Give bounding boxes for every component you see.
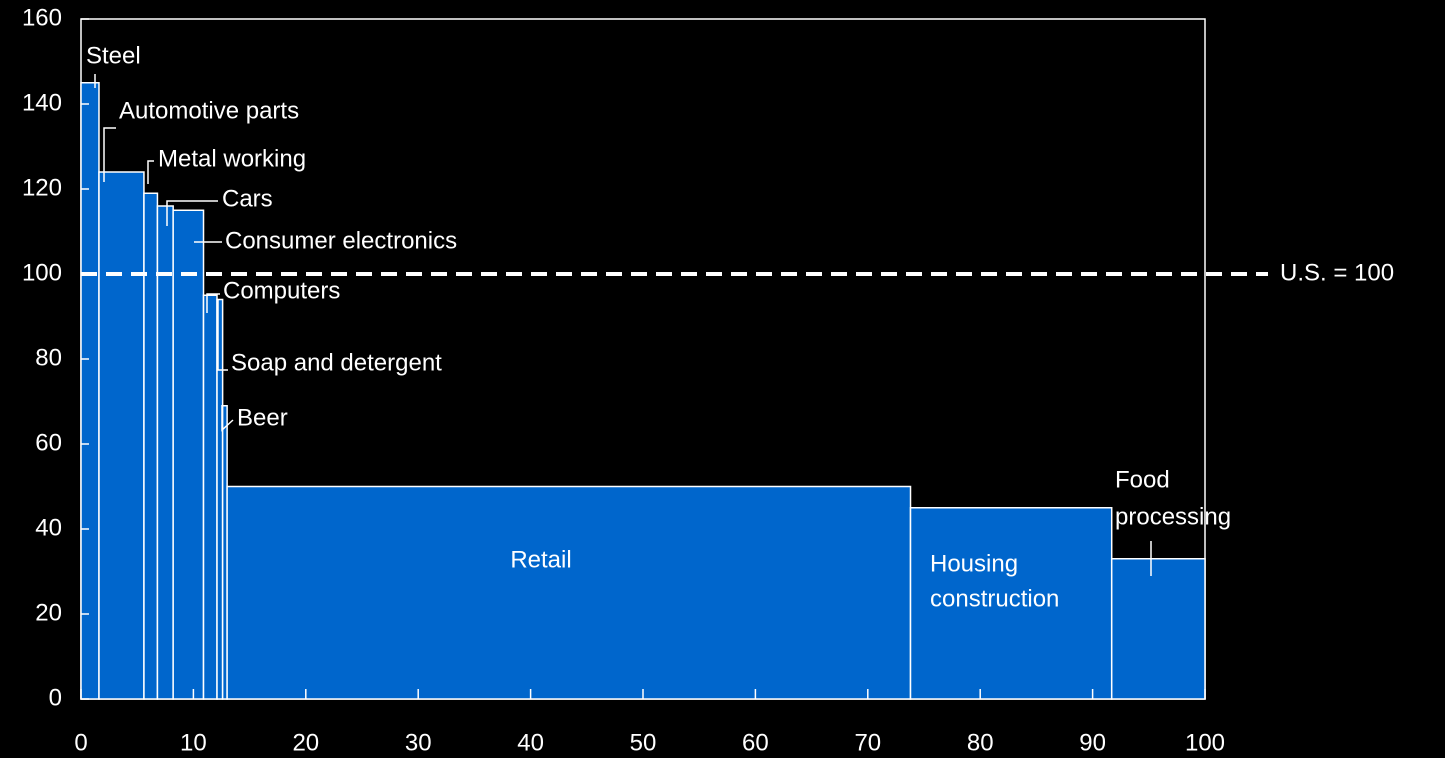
bar-automotive-parts [98, 171, 145, 700]
bar-retail [226, 485, 912, 700]
bar-cars [156, 205, 174, 700]
bar-metal-working [143, 192, 159, 700]
y-tick-label-0: 0 [49, 684, 62, 711]
y-tick-label-100: 100 [22, 259, 62, 286]
label-consumer-electronics: Consumer electronics [225, 227, 457, 254]
leader-cars [166, 200, 218, 226]
x-tick-label-20: 20 [292, 729, 319, 756]
x-tick-label-90: 90 [1079, 729, 1106, 756]
leader-computers [206, 293, 220, 313]
bar-steel [80, 82, 100, 700]
x-tick-label-50: 50 [630, 729, 657, 756]
label-computers: Computers [223, 277, 340, 304]
label-food-processing-line2: processing [1115, 503, 1231, 530]
bar-computers [202, 294, 218, 700]
leader-automotive-parts [103, 127, 116, 182]
label-cars: Cars [222, 185, 273, 212]
x-tick-label-40: 40 [517, 729, 544, 756]
y-tick-label-160: 160 [22, 4, 62, 31]
bar-food-processing [1110, 558, 1206, 700]
label-housing-construction-line2: construction [930, 585, 1059, 612]
leader-soap-and-detergent [217, 300, 228, 371]
y-tick-label-40: 40 [35, 514, 62, 541]
label-steel: Steel [86, 42, 141, 69]
reference-line-label: U.S. = 100 [1280, 259, 1394, 286]
leader-beer [221, 405, 234, 432]
x-tick-label-10: 10 [180, 729, 207, 756]
x-tick-label-100: 100 [1185, 729, 1225, 756]
label-soap-and-detergent: Soap and detergent [231, 349, 442, 376]
x-tick-label-80: 80 [967, 729, 994, 756]
y-tick-label-120: 120 [22, 174, 62, 201]
x-tick-label-0: 0 [74, 729, 87, 756]
label-automotive-parts: Automotive parts [119, 97, 299, 124]
bar-consumer-electronics [172, 209, 205, 700]
bar-housing-construction [909, 507, 1113, 700]
y-tick-label-20: 20 [35, 599, 62, 626]
label-beer: Beer [237, 404, 288, 431]
callouts-layer: Steel Automotive parts Metal working Cars Co… [86, 42, 1231, 612]
reference-line-layer: U.S. = 100 [81, 259, 1394, 286]
x-tick-label-30: 30 [405, 729, 432, 756]
label-metal-working: Metal working [158, 145, 306, 172]
y-tick-label-80: 80 [35, 344, 62, 371]
x-tick-label-70: 70 [854, 729, 881, 756]
leader-metal-working [147, 160, 154, 184]
y-tick-label-140: 140 [22, 89, 62, 116]
label-retail: Retail [510, 546, 571, 573]
label-food-processing: Food [1115, 466, 1170, 493]
axes-layer: 0 20 40 60 80 100 120 140 160 0 10 20 30 40 50 60 70 80 90… [22, 4, 1225, 756]
label-housing-construction: Housing [930, 550, 1018, 577]
bars-layer [80, 82, 1206, 700]
x-tick-label-60: 60 [742, 729, 769, 756]
y-tick-label-60: 60 [35, 429, 62, 456]
